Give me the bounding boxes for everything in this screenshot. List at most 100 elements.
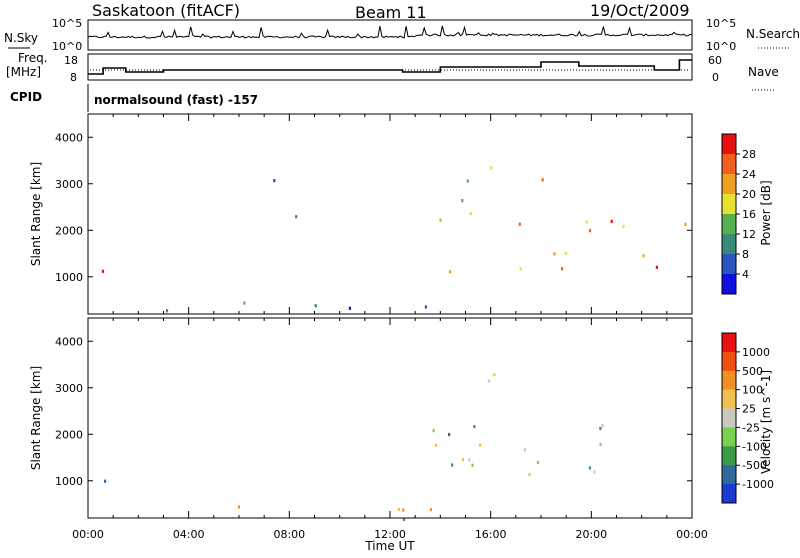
echo-cell (599, 442, 602, 447)
time-axis-label: Time UT (364, 539, 415, 553)
echo-cell (439, 218, 442, 222)
freq-right-tick-bottom: 0 (712, 71, 719, 84)
time-tick-label: 00:00 (72, 528, 104, 541)
colorbar-frame (721, 332, 737, 504)
colorbar-segment (722, 427, 736, 447)
echo-cell (101, 269, 104, 273)
velocity-x-ticks (87, 318, 693, 518)
echo-cell (523, 448, 526, 452)
echo-cell (314, 304, 317, 308)
echo-cell (397, 507, 400, 511)
time-tick-label: 12:00 (374, 528, 406, 541)
echo-cell (448, 270, 452, 274)
colorbar-tick-label: 1000 (742, 346, 770, 359)
freq-left-tick-bottom: 8 (70, 71, 77, 84)
colorbar-segment (722, 465, 736, 485)
echo-cell (165, 309, 169, 313)
colorbar-tick-label: 16 (742, 208, 756, 221)
time-tick-label: 20:00 (575, 528, 607, 541)
echo-cell (402, 517, 406, 521)
colorbar-tick-label: 100 (742, 384, 763, 397)
echo-cell (642, 254, 645, 258)
beam-title: Beam 11 (355, 3, 427, 22)
velocity-echo-cells (104, 373, 604, 521)
power-y-axis: 1000 2000 3000 4000 (55, 131, 692, 284)
echo-cell (536, 460, 540, 465)
echo-cell (479, 443, 482, 447)
power-echo-cells (101, 166, 687, 313)
echo-cell (473, 425, 476, 429)
colorbar-tick-label: 12 (742, 228, 756, 241)
time-tick-label: 04:00 (173, 528, 205, 541)
echo-cell (237, 505, 241, 509)
time-tick-label: 08:00 (273, 528, 305, 541)
colorbar-segment (722, 214, 736, 235)
echo-cell (451, 463, 454, 467)
noise-right-tick-bottom: 10^0 (706, 40, 736, 53)
colorbar-tick-label: 4 (742, 268, 749, 281)
echo-cell (434, 443, 437, 447)
power-x-ticks (87, 114, 693, 314)
echo-cell (104, 479, 107, 483)
echo-cell (588, 466, 591, 470)
cpid-value: normalsound (fast) -157 (94, 93, 258, 107)
noise-left-tick-bottom: 10^0 (52, 40, 82, 53)
y-tick-label: 4000 (55, 131, 83, 144)
freq-left-tick-top: 18 (64, 54, 78, 67)
noise-left-label: N.Sky (4, 31, 38, 45)
time-tick-label: 00:00 (676, 528, 708, 541)
colorbar-tick-label: 25 (742, 403, 756, 416)
power-panel-frame (87, 113, 693, 315)
y-tick-label: 3000 (55, 178, 83, 191)
echo-cell (243, 301, 246, 305)
echo-cell (622, 224, 625, 228)
power-colorbar-label: Power [dB] (759, 180, 773, 245)
velocity-y-axis: 1000 2000 3000 4000 (55, 335, 692, 488)
freq-panel-frame (87, 53, 693, 81)
echo-cell (564, 251, 567, 255)
y-tick-label: 4000 (55, 335, 83, 348)
colorbar-tick-label: -100 (742, 440, 767, 453)
time-axis: 00:00 04:00 08:00 12:00 16:00 20:00 00:00 (72, 528, 708, 541)
colorbar-tick-label: 500 (742, 365, 763, 378)
echo-cell (599, 426, 602, 430)
echo-cell (469, 212, 472, 216)
echo-cell (655, 265, 658, 269)
colorbar-segment (722, 484, 736, 504)
echo-cell (519, 267, 522, 271)
noise-trace (87, 25, 693, 39)
y-tick-label: 2000 (55, 224, 83, 237)
echo-cell (448, 432, 451, 437)
power-ylabel: Slant Range [km] (29, 162, 43, 266)
colorbar-segment (722, 408, 736, 428)
velocity-colorbar-label: Velocity [m s^-1] (759, 370, 773, 474)
velocity-ylabel: Slant Range [km] (29, 366, 43, 470)
y-tick-label: 3000 (55, 382, 83, 395)
time-tick-label: 16:00 (475, 528, 507, 541)
colorbar-segment (722, 234, 736, 255)
colorbar-tick-label: -500 (742, 459, 767, 472)
velocity-panel-frame (87, 317, 693, 519)
echo-cell (461, 199, 464, 203)
colorbar-tick-label: 28 (742, 148, 756, 161)
echo-cell (601, 423, 604, 428)
cpid-label: CPID (10, 90, 42, 104)
colorbar-tick-label: 8 (742, 248, 749, 261)
colorbar-segment (722, 333, 736, 353)
echo-cell (541, 178, 544, 182)
echo-cell (585, 220, 588, 224)
echo-cell (487, 379, 490, 383)
freq-label-1: Freq. (18, 51, 48, 65)
echo-cell (610, 219, 613, 223)
power-colorbar: 28 24 20 16 12 8 4 (721, 133, 756, 295)
echo-cell (561, 267, 564, 271)
echo-cell (402, 508, 405, 512)
freq-label-2: [MHz] (6, 65, 41, 79)
echo-cell (461, 458, 465, 462)
echo-cell (553, 252, 556, 256)
echo-cell (432, 429, 435, 433)
y-tick-label: 1000 (55, 475, 83, 488)
colorbar-segment (722, 254, 736, 275)
echo-cell (424, 305, 427, 309)
colorbar-tick-label: 24 (742, 168, 756, 181)
